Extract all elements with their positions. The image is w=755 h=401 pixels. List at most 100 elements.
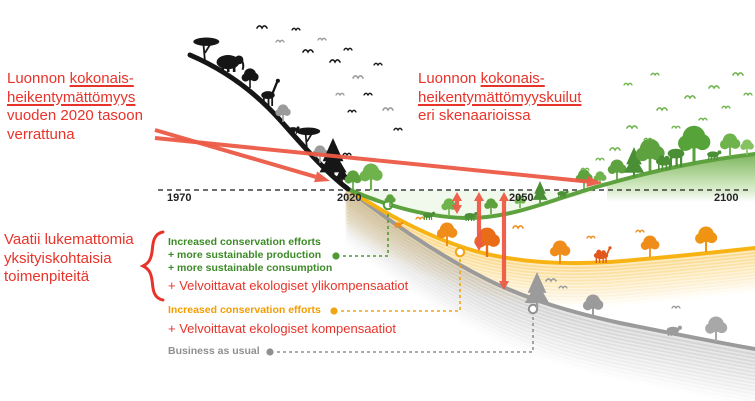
gray-fade-band <box>345 193 755 359</box>
tree-icon <box>740 139 754 155</box>
bird-icon <box>393 127 403 132</box>
tree-crown <box>384 197 390 203</box>
giraffe-neck <box>271 80 279 94</box>
annotation-text: vuoden 2020 tasoon <box>7 107 143 124</box>
gray-fade-band <box>345 225 755 392</box>
bird-icon <box>684 95 696 100</box>
orange-fade-band <box>345 208 755 288</box>
silhouettes <box>193 25 754 342</box>
tree-crown <box>747 142 754 150</box>
elephant-leg <box>226 65 230 72</box>
animal-icon <box>422 211 436 220</box>
camel-hump <box>664 155 670 161</box>
tree-crown <box>740 143 747 150</box>
tree-trunk <box>485 240 489 257</box>
tree-crown <box>344 175 353 184</box>
camel-head <box>608 246 612 250</box>
tree-crown <box>705 323 716 334</box>
tree-crown <box>336 174 342 181</box>
bird-icon <box>656 107 668 112</box>
tree-icon <box>582 294 604 318</box>
arrow-to-recovery-crossing <box>154 136 602 187</box>
gray-fade-band <box>345 204 755 370</box>
tree-icon <box>336 171 349 185</box>
tree-trunk <box>389 199 391 207</box>
acacia-tree-icon <box>296 127 321 151</box>
tree-crown <box>520 198 526 204</box>
bird-icon <box>275 39 285 44</box>
overcompensation-scenario-curve <box>346 152 755 221</box>
conifer-trunk <box>632 169 636 177</box>
tree-crown <box>491 201 498 209</box>
annotation-text: eri skenaarioissa <box>418 107 531 124</box>
tree-crown <box>716 322 728 334</box>
legend-compensation: + Velvoittavat ekologiset kompensaatiot <box>168 321 397 336</box>
acacia-trunk <box>202 43 211 63</box>
annotation-line: Luonnon kokonais- <box>418 70 581 89</box>
animal-head <box>565 190 569 194</box>
animal-body <box>557 191 567 197</box>
arrow-to-2020-crossing <box>154 128 330 183</box>
tree-trunk <box>704 237 708 252</box>
legend-best-line3: + more sustainable consumption <box>168 262 333 274</box>
curly-brace <box>139 230 165 302</box>
bird-icon <box>623 82 633 87</box>
tree-icon <box>514 195 526 208</box>
tree-icon <box>640 235 660 257</box>
elephant-trunk <box>241 60 245 71</box>
gap-arrow-yellow <box>474 192 484 251</box>
acacia-trunk <box>304 133 313 151</box>
year-label-1970: 1970 <box>167 192 192 204</box>
bird-icon <box>347 109 357 114</box>
acacia-crown <box>296 127 321 136</box>
tree-icon <box>384 194 396 207</box>
gap-arrow-green-head-bottom <box>452 205 462 214</box>
tree-crown <box>635 147 650 162</box>
tree-crown <box>487 234 500 247</box>
animal-icon <box>394 221 404 228</box>
camel-hump <box>596 249 602 255</box>
tree-crown <box>730 138 741 149</box>
giraffe-head <box>275 78 280 83</box>
tree-crown <box>250 72 259 82</box>
bird-icon <box>343 47 353 52</box>
bird-icon <box>609 147 621 152</box>
animal-body <box>666 326 680 334</box>
tree-icon <box>705 316 728 342</box>
legend-overcompensation: + Velvoittavat ekologiset ylikompensaati… <box>168 278 409 293</box>
tree-crown <box>593 175 600 182</box>
animal-head <box>717 150 722 155</box>
tree-trunk <box>369 175 373 190</box>
animal-head <box>474 212 478 216</box>
gray-fade-band <box>345 189 755 356</box>
elephant-body <box>216 55 240 70</box>
elephant-leg <box>221 65 225 72</box>
gray-fade-band <box>345 207 755 374</box>
gap-arrow-green <box>452 192 462 214</box>
annotation-line: Luonnon kokonais- <box>7 70 143 89</box>
orange-fade-band <box>345 192 755 272</box>
annotation-line: yksityiskohtaisia <box>4 250 134 269</box>
tree-icon <box>695 226 718 252</box>
tree-trunk <box>649 244 651 257</box>
tree-trunk <box>583 178 585 189</box>
bird-icon <box>352 75 364 80</box>
year-label-2050: 2050 <box>509 192 534 204</box>
tree-crown <box>359 170 371 182</box>
bird-icon <box>671 125 681 130</box>
animal-head <box>400 221 404 225</box>
legend-bau-connector <box>277 315 534 353</box>
annotation-line: toimenpiteitä <box>4 268 134 287</box>
arrow-to-2020-crossing-head <box>314 171 330 183</box>
annotation-line: heikentymättömyyskuilut <box>418 89 581 108</box>
tree-icon <box>241 68 259 88</box>
annotation-no-net-loss-gaps: Luonnon kokonais- heikentymättömyyskuilu… <box>418 70 581 126</box>
bird-icon <box>545 278 557 283</box>
bird-icon <box>317 37 327 42</box>
tree-trunk <box>746 146 748 155</box>
tree-trunk <box>448 206 450 216</box>
gap-arrow-gray <box>499 192 509 290</box>
gray-fade-band <box>345 215 755 381</box>
bird-icon <box>698 117 708 122</box>
